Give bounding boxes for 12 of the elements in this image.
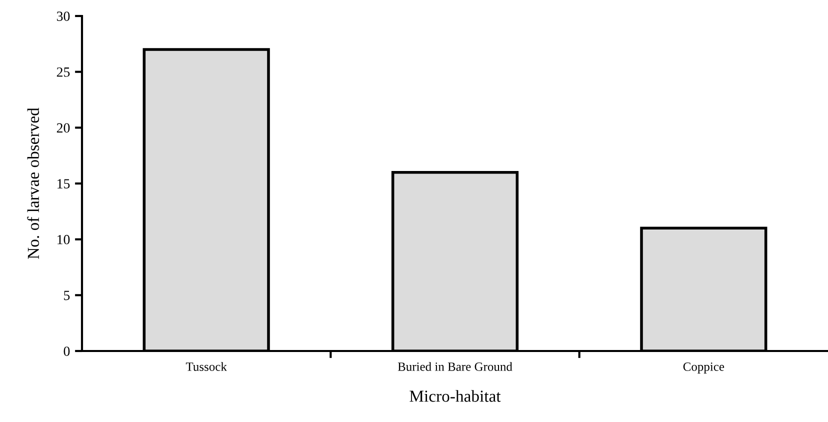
x-tick-label: Tussock — [186, 362, 227, 371]
x-axis-title: Micro-habitat — [410, 390, 501, 402]
x-tick-label: Coppice — [683, 362, 724, 374]
x-tick-label: Buried in Bare Ground — [398, 362, 512, 371]
y-tick-label: 25 — [56, 67, 70, 77]
y-tick-label: 5 — [64, 290, 70, 300]
y-tick-label: 30 — [56, 12, 70, 21]
y-tick-label: 15 — [58, 179, 70, 188]
y-tick-label: 10 — [58, 234, 70, 244]
y-tick-label: 20 — [56, 123, 70, 133]
y-axis-title: No. of larvae observed — [27, 108, 40, 259]
y-tick-label: 0 — [64, 346, 70, 356]
